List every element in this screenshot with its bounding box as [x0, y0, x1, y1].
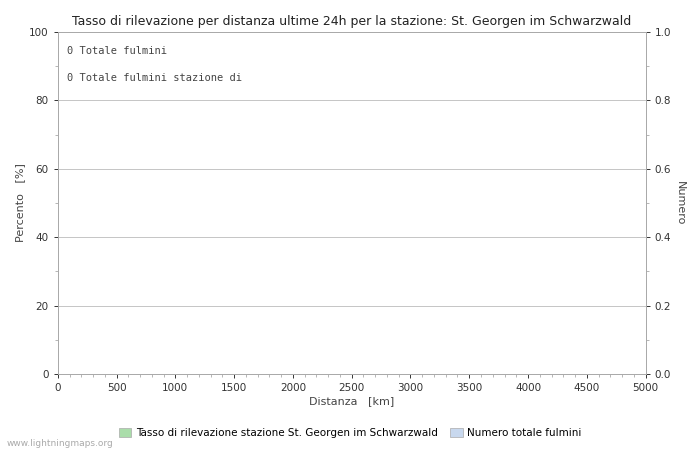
Text: www.lightningmaps.org: www.lightningmaps.org [7, 439, 113, 448]
Text: 0 Totale fulmini: 0 Totale fulmini [66, 45, 167, 56]
Text: 0 Totale fulmini stazione di: 0 Totale fulmini stazione di [66, 73, 241, 83]
Y-axis label: Percento   [%]: Percento [%] [15, 163, 25, 243]
Title: Tasso di rilevazione per distanza ultime 24h per la stazione: St. Georgen im Sch: Tasso di rilevazione per distanza ultime… [72, 15, 631, 28]
Y-axis label: Numero: Numero [675, 181, 685, 225]
Legend: Tasso di rilevazione stazione St. Georgen im Schwarzwald, Numero totale fulmini: Tasso di rilevazione stazione St. George… [115, 424, 585, 442]
X-axis label: Distanza   [km]: Distanza [km] [309, 396, 394, 406]
